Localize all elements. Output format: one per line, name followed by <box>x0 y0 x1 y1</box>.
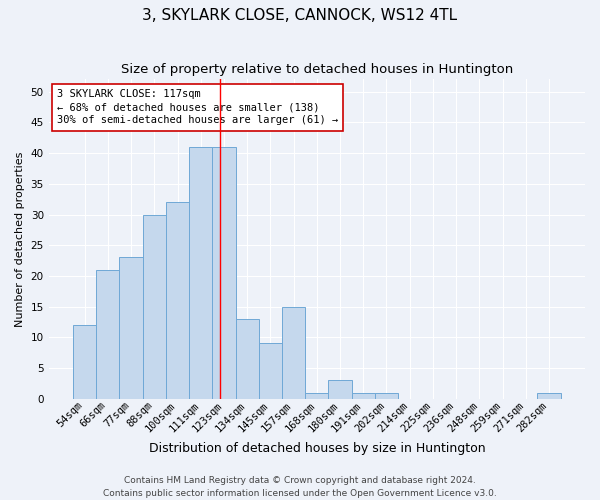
Bar <box>96 270 119 398</box>
Bar <box>166 202 189 398</box>
Text: 3, SKYLARK CLOSE, CANNOCK, WS12 4TL: 3, SKYLARK CLOSE, CANNOCK, WS12 4TL <box>142 8 458 22</box>
Text: Contains HM Land Registry data © Crown copyright and database right 2024.
Contai: Contains HM Land Registry data © Crown c… <box>103 476 497 498</box>
Bar <box>73 325 96 398</box>
Bar <box>538 392 560 398</box>
Bar <box>328 380 352 398</box>
Text: 3 SKYLARK CLOSE: 117sqm
← 68% of detached houses are smaller (138)
30% of semi-d: 3 SKYLARK CLOSE: 117sqm ← 68% of detache… <box>57 89 338 126</box>
Bar <box>189 147 212 399</box>
Bar <box>375 392 398 398</box>
Y-axis label: Number of detached properties: Number of detached properties <box>15 152 25 327</box>
Bar <box>212 147 236 399</box>
X-axis label: Distribution of detached houses by size in Huntington: Distribution of detached houses by size … <box>149 442 485 455</box>
Bar <box>282 306 305 398</box>
Bar <box>143 214 166 398</box>
Bar <box>259 344 282 398</box>
Bar <box>305 392 328 398</box>
Title: Size of property relative to detached houses in Huntington: Size of property relative to detached ho… <box>121 62 513 76</box>
Bar <box>119 258 143 398</box>
Bar <box>236 319 259 398</box>
Bar <box>352 392 375 398</box>
